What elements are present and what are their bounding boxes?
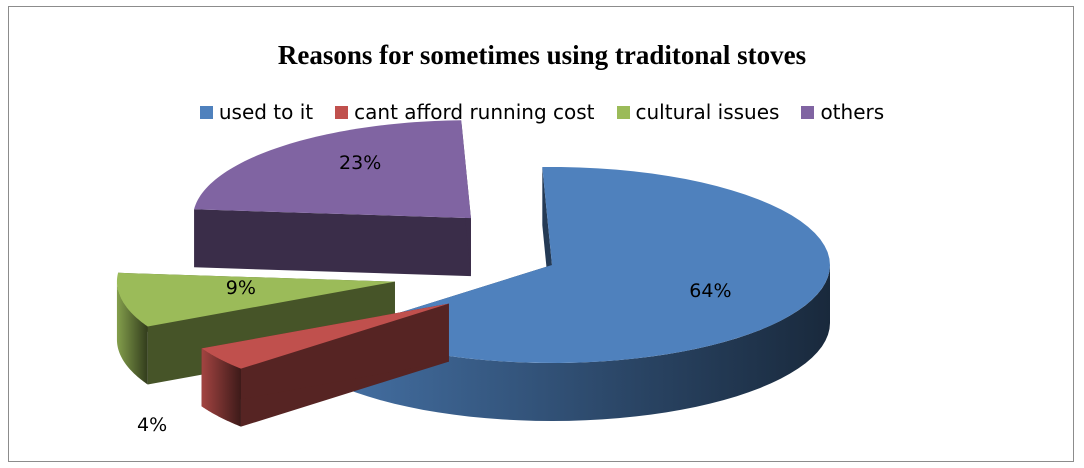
data-label-used-to-it: 64% xyxy=(689,280,731,302)
legend-label-others: others xyxy=(820,100,885,124)
pie-slice-cant-afford-running-cost xyxy=(201,303,449,427)
data-label-cant-afford-running-cost: 4% xyxy=(137,414,167,436)
legend-item-used-to-it: used to it xyxy=(199,100,314,124)
legend-swatch-used-to-it xyxy=(199,105,213,119)
chart-legend: used to it cant afford running cost cult… xyxy=(0,100,1084,124)
pie-slices xyxy=(116,120,830,427)
pie-slice-wall-cant-afford-running-cost-1 xyxy=(201,303,449,407)
pie-slice-rim-cultural-issues xyxy=(116,281,148,385)
legend-swatch-cant-afford xyxy=(335,105,349,119)
pie-slice-wall-others-0 xyxy=(194,209,471,277)
legend-item-others: others xyxy=(801,100,884,124)
legend-label-cant-afford: cant afford running cost xyxy=(354,100,595,124)
legend-swatch-others xyxy=(801,105,815,119)
pie-slice-top-cultural-issues xyxy=(116,272,395,327)
pie-slice-rim-used-to-it xyxy=(344,265,830,421)
legend-item-cant-afford: cant afford running cost xyxy=(335,100,595,124)
pie-slice-others xyxy=(194,120,471,277)
pie-slice-cultural-issues xyxy=(116,272,395,385)
legend-item-cultural-issues: cultural issues xyxy=(616,100,780,124)
chart-title: Reasons for sometimes using traditonal s… xyxy=(277,40,807,70)
pie-slice-top-cant-afford-running-cost xyxy=(201,303,449,369)
pie-data-labels: 64% 4% 9% 23% xyxy=(137,152,731,436)
legend-label-used-to-it: used to it xyxy=(218,100,314,124)
data-label-cultural-issues: 9% xyxy=(226,277,256,299)
legend-swatch-cultural-issues xyxy=(616,105,630,119)
pie-slice-rim-cant-afford-running-cost xyxy=(201,348,241,427)
legend-label-cultural-issues: cultural issues xyxy=(635,100,780,124)
pie-slice-top-used-to-it xyxy=(344,167,830,363)
data-label-others: 23% xyxy=(339,152,381,174)
pie-slice-top-others xyxy=(194,120,471,219)
